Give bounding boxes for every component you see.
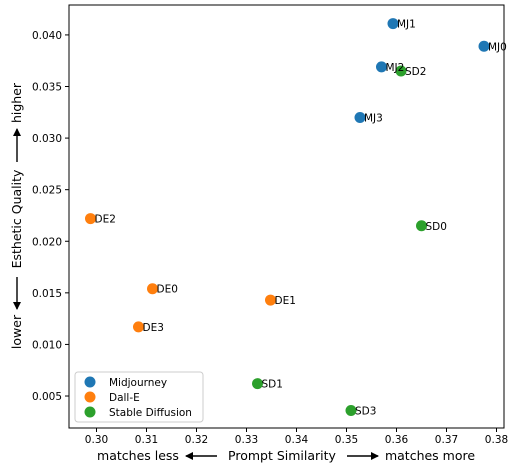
data-point-label-sd2: SD2 <box>405 66 426 78</box>
legend-label: Dall-E <box>109 392 140 404</box>
data-point-sd1 <box>252 378 263 390</box>
legend-marker <box>84 391 96 403</box>
x-axis-label-left: matches less <box>97 448 179 463</box>
data-point-label-sd1: SD1 <box>262 379 283 391</box>
y-axis-label: lower Esthetic Quality higher <box>9 82 24 349</box>
x-axis-label-right: matches more <box>385 448 475 463</box>
legend-box <box>74 371 204 423</box>
y-axis-label-top: higher <box>9 82 24 123</box>
legend-marker <box>84 376 96 388</box>
y-axis-ticks: 0.005 0.010 0.015 0.020 0.025 0.030 0.035 0.040 <box>32 30 69 403</box>
data-point-mj0 <box>478 40 490 52</box>
data-point-sd0 <box>416 220 427 232</box>
data-point-de1 <box>265 294 276 306</box>
x-axis-label-center: Prompt Similarity <box>228 448 337 463</box>
data-point-label-mj0: MJ0 <box>488 41 507 53</box>
plot-area <box>68 4 505 429</box>
x-axis-ticks: 0.30 0.31 0.32 0.33 0.34 0.35 0.36 0.37 0.38 <box>85 428 508 446</box>
x-tick-label: 0.33 <box>235 434 258 446</box>
x-tick-label: 0.37 <box>435 434 458 446</box>
data-point-mj3 <box>354 111 366 123</box>
data-point-de0 <box>147 283 158 295</box>
data-point-label-de3: DE3 <box>143 322 164 334</box>
y-tick-label: 0.040 <box>32 30 62 42</box>
data-point-label-de0: DE0 <box>157 284 178 296</box>
legend-marker <box>84 406 96 418</box>
x-tick-label: 0.32 <box>185 434 208 446</box>
y-tick-label: 0.005 <box>32 391 62 403</box>
legend-label: Stable Diffusion <box>109 407 192 419</box>
y-tick-label: 0.010 <box>32 339 62 351</box>
data-point-sd2 <box>395 65 407 77</box>
data-point-label-sd3: SD3 <box>355 405 376 417</box>
x-tick-label: 0.38 <box>485 434 508 446</box>
legend: Midjourney Dall-E Stable Diffusion <box>74 371 204 423</box>
data-point-mj2 <box>376 61 387 73</box>
data-point-label-mj3: MJ3 <box>364 112 383 124</box>
y-axis-label-bottom: lower <box>9 314 24 349</box>
x-tick-label: 0.34 <box>285 434 309 446</box>
y-axis-label-center: Esthetic Quality <box>9 169 24 268</box>
y-tick-label: 0.020 <box>32 236 62 248</box>
x-axis-label: matches less Prompt Similarity matches m… <box>97 448 475 463</box>
y-tick-label: 0.015 <box>32 288 62 300</box>
data-point-labels: MJ0 MJ1 MJ2 MJ3 DE0 DE1 DE2 DE3 SD0 SD1 SD2 SD3 <box>95 19 507 418</box>
legend-label: Midjourney <box>109 377 167 389</box>
data-point-label-de1: DE1 <box>275 295 296 307</box>
x-tick-label: 0.36 <box>385 434 409 446</box>
data-point-label-de2: DE2 <box>95 214 116 226</box>
y-tick-label: 0.035 <box>32 82 62 94</box>
data-point-de3 <box>133 321 144 333</box>
data-point-label-sd0: SD0 <box>426 221 447 233</box>
data-point-label-mj2: MJ2 <box>386 62 405 74</box>
data-point-sd3 <box>345 404 357 416</box>
y-tick-label: 0.030 <box>32 133 62 145</box>
data-points <box>85 18 490 416</box>
y-tick-label: 0.025 <box>32 185 62 197</box>
x-tick-label: 0.30 <box>85 434 108 446</box>
data-point-de2 <box>85 213 96 225</box>
x-tick-label: 0.31 <box>135 434 158 446</box>
data-point-label-mj1: MJ1 <box>397 19 416 31</box>
x-tick-label: 0.35 <box>335 434 358 446</box>
data-point-mj1 <box>387 18 399 30</box>
